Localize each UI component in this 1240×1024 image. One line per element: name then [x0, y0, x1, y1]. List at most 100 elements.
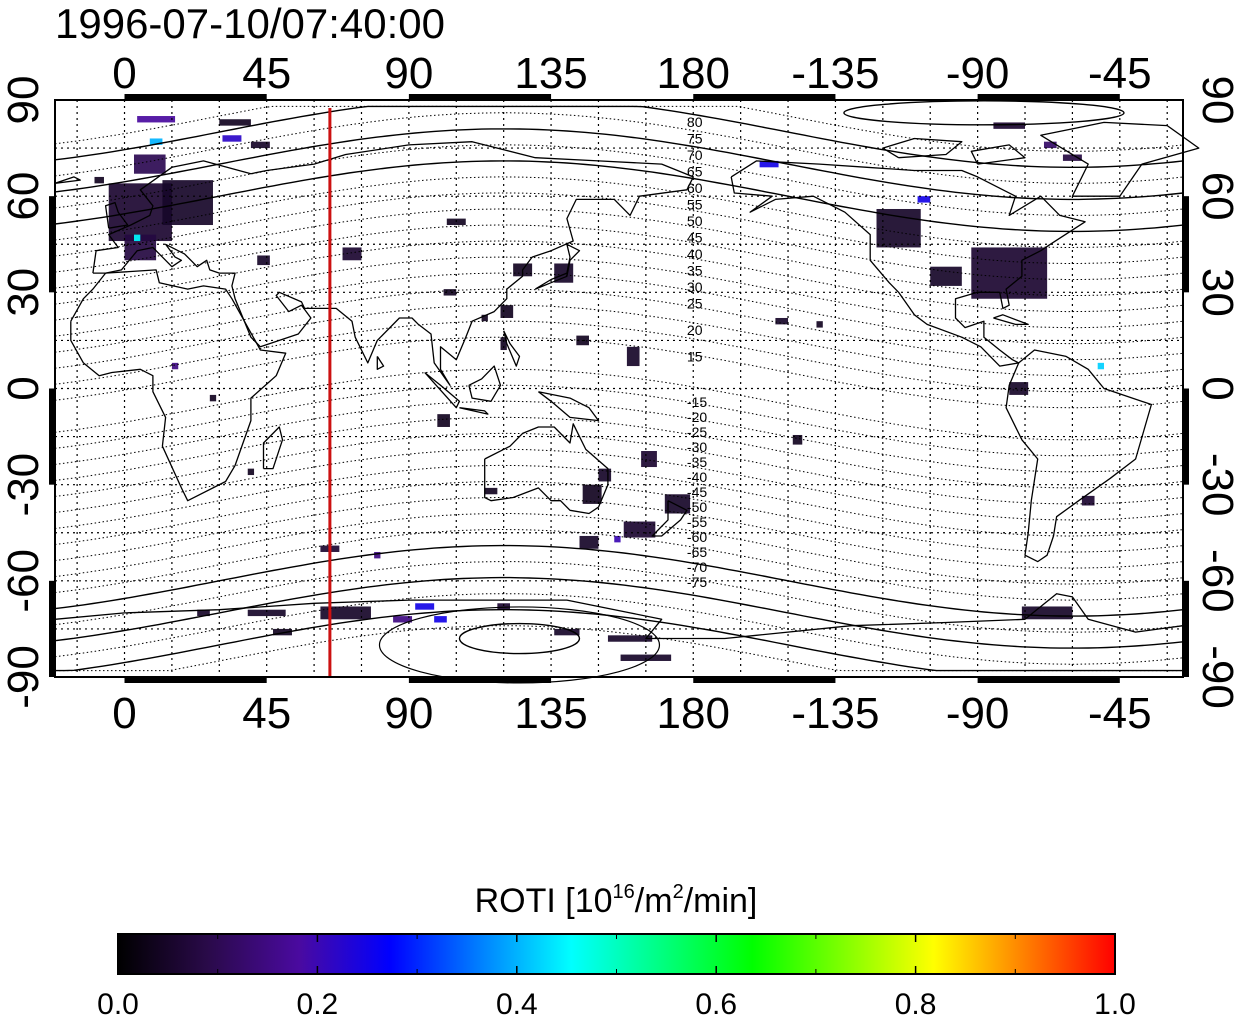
roti-cell [641, 451, 657, 468]
roti-cell [209, 394, 217, 402]
maglat-label: 30 [687, 279, 703, 295]
roti-data-layer [94, 116, 1105, 661]
maglat-label: -45 [687, 484, 707, 500]
frame-band-left [49, 196, 55, 293]
magnetic-latitude-contour [54, 464, 1184, 537]
left-latitude-label: 60 [0, 172, 48, 221]
roti-cell [971, 247, 1048, 299]
coastline [1005, 349, 1153, 563]
magnetic-latitude-contour [54, 240, 1184, 313]
timestamp-title: 1996-07-10/07:40:00 [55, 0, 445, 47]
maglat-label: -75 [687, 574, 707, 590]
bottom-longitude-label: 90 [384, 689, 433, 738]
left-latitude-label: -60 [0, 549, 48, 613]
right-latitude-label: -90 [1193, 645, 1240, 709]
maglat-label: -40 [687, 469, 707, 485]
left-latitude-label: 30 [0, 268, 48, 317]
roti-cell [257, 255, 270, 266]
north-magnetic-oval [843, 100, 1125, 126]
roti-cell [443, 289, 457, 296]
axis-tick-labels: 0045459090135135180180-135-135-90-90-45-… [0, 49, 1240, 738]
coastline [503, 330, 521, 367]
right-latitude-label: 30 [1193, 268, 1240, 317]
roti-cell [497, 603, 510, 610]
magnetic-latitude-contour [54, 208, 1184, 280]
coastline [730, 160, 1086, 367]
coastline [262, 426, 284, 470]
maglat-label: -55 [687, 514, 707, 530]
coastline [484, 423, 609, 515]
roti-cell [320, 606, 371, 620]
coastline [993, 314, 1029, 326]
right-latitude-label: -60 [1193, 549, 1240, 613]
roti-cell [792, 434, 803, 445]
maglat-label: -30 [687, 439, 707, 455]
top-longitude-label: 90 [384, 49, 433, 98]
magnetic-latitude-contour [54, 400, 1184, 473]
maglat-label: 45 [687, 230, 703, 246]
magnetic-latitude-contour [54, 593, 1184, 665]
roti-cell [500, 337, 507, 351]
roti-cell [342, 247, 362, 261]
coastline [534, 243, 581, 290]
lat-lon-grid [55, 100, 1183, 677]
roti-cell [437, 414, 450, 427]
coastline [54, 176, 81, 184]
roti-cell [222, 135, 242, 142]
maglat-label: -65 [687, 544, 707, 560]
coastline [459, 407, 489, 415]
coastline [538, 391, 600, 422]
magnetic-latitude-contours [54, 100, 1184, 684]
frame-band-left [49, 580, 55, 677]
colorbar-gradient [117, 933, 1116, 975]
roti-cell [554, 628, 580, 636]
maglat-label: 25 [687, 296, 703, 312]
maglat-label: 50 [687, 213, 703, 229]
bottom-longitude-label: -90 [946, 689, 1010, 738]
maglat-label: 40 [687, 246, 703, 262]
roti-cell [775, 317, 789, 325]
top-longitude-label: 180 [657, 49, 730, 98]
top-longitude-label: 135 [514, 49, 587, 98]
magnetic-latitude-contour [54, 128, 1184, 201]
coastline [882, 137, 963, 159]
roti-cell [219, 119, 251, 126]
roti-cell [247, 609, 286, 617]
maglat-label: 35 [687, 263, 703, 279]
frame-band-right [1183, 196, 1189, 293]
roti-cell [1021, 606, 1073, 620]
roti-cell [94, 176, 104, 184]
roti-cell [481, 314, 488, 322]
left-latitude-label: 90 [0, 76, 48, 125]
bottom-longitude-label: -135 [791, 689, 879, 738]
roti-cell [759, 160, 779, 168]
roti-cell [250, 141, 270, 149]
right-latitude-label: 0 [1193, 376, 1240, 400]
maglat-label: 70 [687, 147, 703, 163]
roti-cell [137, 116, 176, 123]
coastline [970, 144, 1026, 165]
roti-cell [620, 654, 672, 661]
roti-cell [415, 603, 435, 610]
maglat-label: 60 [687, 180, 703, 196]
maglat-label: 55 [687, 197, 703, 213]
roti-cell [108, 183, 172, 242]
maglat-label: 75 [687, 131, 703, 147]
magnetic-latitude-contour [55, 609, 1183, 672]
roti-cell [133, 154, 166, 174]
colorbar-title: ROTI [1016/m2/min] [475, 881, 758, 920]
top-longitude-label: -135 [791, 49, 879, 98]
coastline [104, 201, 129, 229]
colorbar-tick-label: 0.2 [297, 988, 339, 1021]
magnetic-latitude-contour [54, 192, 1184, 264]
maglat-label: -60 [687, 529, 707, 545]
magnetic-latitude-contour [54, 176, 1184, 249]
frame-band-left [49, 388, 55, 485]
magnetic-latitude-contour [54, 256, 1184, 329]
roti-cell [626, 346, 640, 367]
bottom-longitude-label: -45 [1088, 689, 1152, 738]
magnetic-latitude-contour [54, 304, 1184, 377]
bottom-longitude-label: 45 [242, 689, 291, 738]
left-latitude-label: -90 [0, 645, 48, 709]
roti-cell [1043, 141, 1057, 149]
